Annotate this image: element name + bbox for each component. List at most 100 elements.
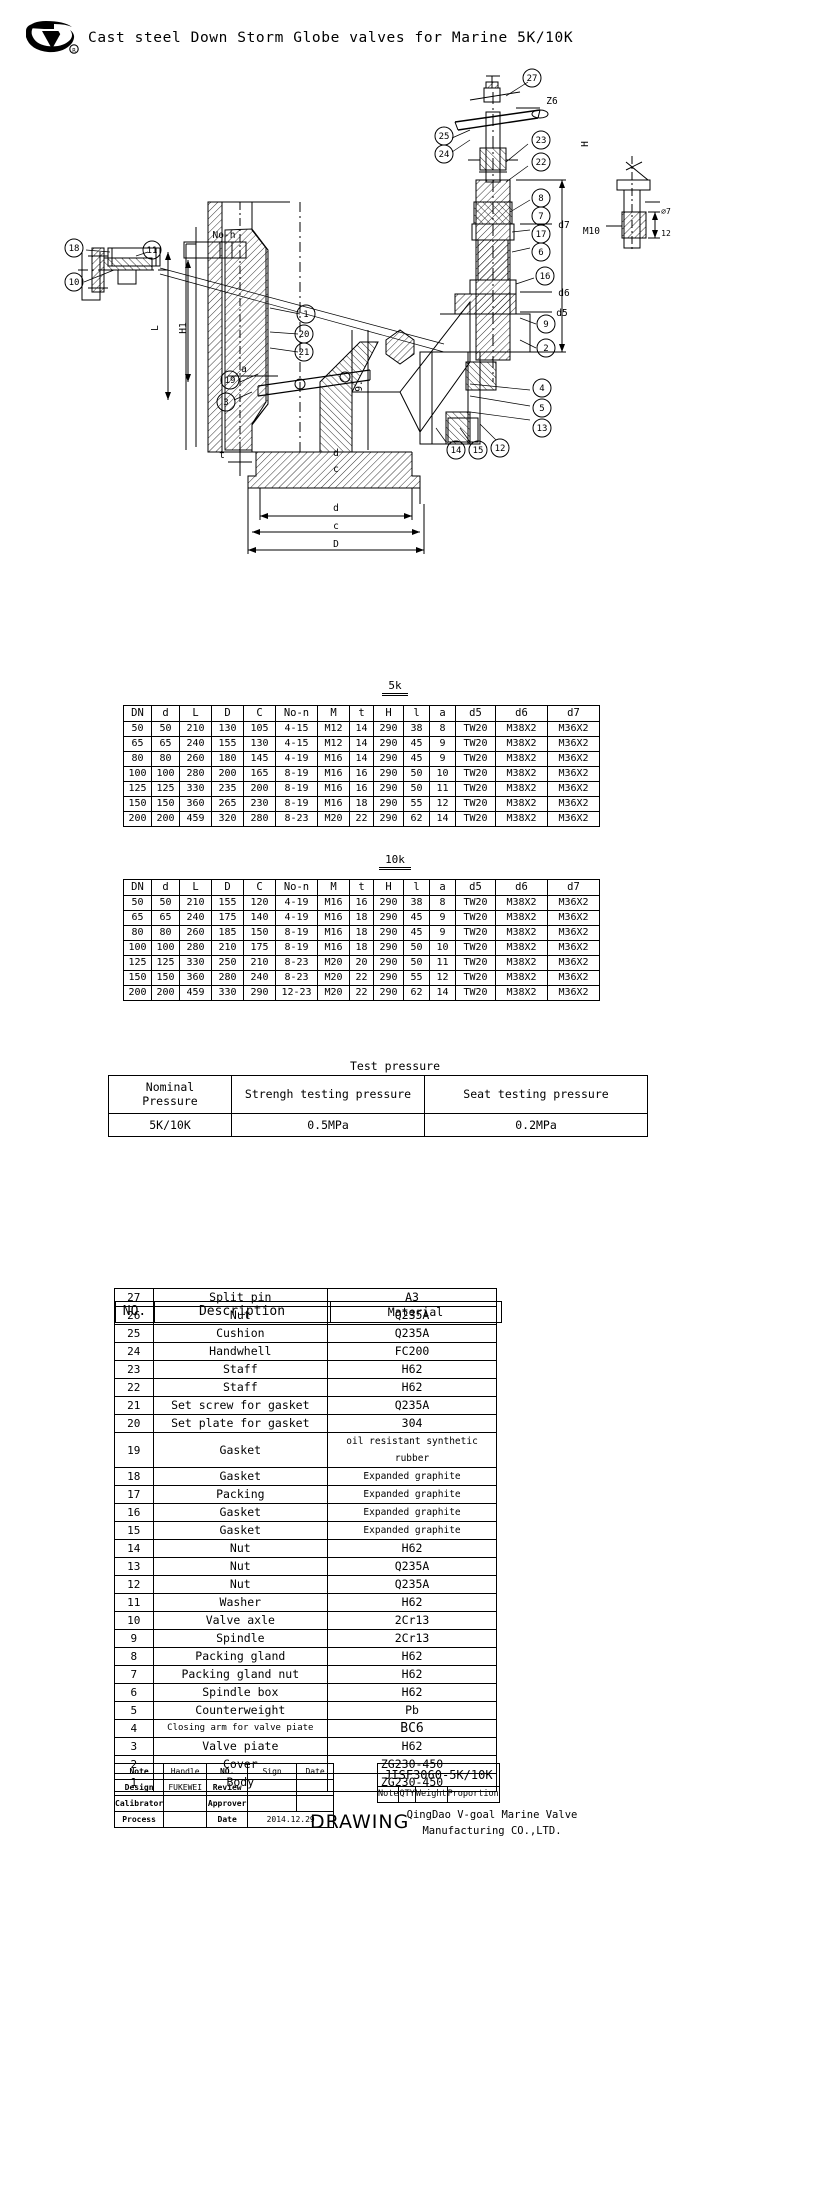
cell: M16 (317, 939, 350, 956)
cell: TW20 (455, 735, 496, 752)
spec-table-10k: DN d L D C No-n M t H l a d5 d6 d7 50 50 2… (123, 879, 600, 1001)
cell: 290 (373, 750, 404, 767)
col-DN: DN (123, 705, 152, 722)
part-material: H62 (327, 1360, 497, 1379)
part-number: 3 (114, 1737, 154, 1756)
title-block-row: Design FUKEWEI Review (113, 1779, 335, 1796)
part-number: 23 (114, 1360, 154, 1379)
cell: 280 (179, 939, 212, 956)
part-material: H62 (327, 1737, 497, 1756)
col-d: d (151, 705, 180, 722)
cell: M38X2 (495, 894, 548, 911)
cell: M36X2 (547, 780, 600, 797)
footer-no: NO. (114, 1300, 155, 1323)
part-material: FC200 (327, 1342, 497, 1361)
table-row: 12 Nut Q235A (114, 1575, 497, 1594)
balloon-25: 25 (439, 132, 450, 142)
part-material: H62 (327, 1665, 497, 1684)
cell: 80 (151, 750, 180, 767)
part-number: 19 (114, 1432, 154, 1468)
cell: M12 (317, 720, 350, 737)
table-row: 200 200 459 320 280 8-23 M20 22 290 62 14 TW20 M38X2… (123, 810, 600, 827)
tb-label-review: Review (206, 1779, 249, 1796)
table-row: 25 Cushion Q235A (114, 1324, 497, 1343)
dim-no-h: No-h (213, 230, 236, 241)
table-row: 10 Valve axle 2Cr13 (114, 1611, 497, 1630)
header-strength-testing-pressure: Strengh testing pressure (231, 1075, 425, 1114)
dim-phi7: ⌀7 (661, 207, 671, 216)
tbr-header-weight: Weight (414, 1786, 448, 1803)
cell: M38X2 (495, 810, 548, 827)
cell: M38X2 (495, 924, 548, 941)
cell: 14 (349, 720, 374, 737)
part-number: 21 (114, 1396, 154, 1415)
table-row: 100 100 280 200 165 8-19 M16 16 290 50 10 TW20 M38X2… (123, 765, 600, 782)
cell: 150 (151, 969, 180, 986)
tb-value-approver (247, 1795, 297, 1812)
dim-H1: H1 (178, 322, 189, 334)
balloon-8: 8 (538, 194, 543, 204)
cell: TW20 (455, 765, 496, 782)
table-row: 23 Staff H62 (114, 1360, 497, 1379)
part-number: 8 (114, 1647, 154, 1666)
table-10k-header-row: DN d L D C No-n M t H l a d5 d6 d7 (123, 879, 600, 896)
v-goal-logo: R (26, 21, 79, 54)
cell: 4-15 (275, 720, 318, 737)
cell: 290 (373, 765, 404, 782)
cell: M38X2 (495, 795, 548, 812)
cell: 8 (429, 894, 456, 911)
cell: M36X2 (547, 894, 600, 911)
cell: 18 (349, 795, 374, 812)
part-description: Counterweight (152, 1701, 329, 1720)
cell: 290 (373, 894, 404, 911)
table-row: 19 Gasket oil resistant synthetic rubber (114, 1432, 497, 1468)
cell: 185 (211, 924, 244, 941)
table-row: 3 Valve piate H62 (114, 1737, 497, 1756)
part-description: Staff (152, 1378, 329, 1397)
cell: 210 (211, 939, 244, 956)
balloon-14: 14 (451, 446, 462, 456)
cell: M38X2 (495, 765, 548, 782)
cell: TW20 (455, 810, 496, 827)
dim-9: 9. (354, 380, 365, 391)
table-row: 13 Nut Q235A (114, 1557, 497, 1576)
cell: M38X2 (495, 984, 548, 1001)
col-a: a (429, 705, 456, 722)
part-number: 15 (114, 1521, 154, 1540)
cell: 65 (123, 909, 152, 926)
part-material: Expanded graphite (327, 1467, 497, 1486)
cell: 150 (151, 795, 180, 812)
dim-d7: d7 (558, 220, 569, 231)
cell: TW20 (455, 750, 496, 767)
cell: 200 (151, 984, 180, 1001)
cell: 45 (403, 735, 430, 752)
balloon-5: 5 (539, 404, 544, 414)
part-description: Gasket (152, 1467, 329, 1486)
part-description: Set plate for gasket (152, 1414, 329, 1433)
table-row: 100 100 280 210 175 8-19 M16 18 290 50 10 TW20 M38X2… (123, 939, 600, 956)
table-row: 150 150 360 280 240 8-23 M20 22 290 55 12 TW20 M38X2… (123, 969, 600, 986)
footer-material: Material (329, 1300, 502, 1323)
cell: M36X2 (547, 924, 600, 941)
cell: 9 (429, 735, 456, 752)
part-description: Nut (152, 1539, 329, 1558)
tb-label-design: Design (113, 1779, 165, 1796)
col-M: M (317, 705, 350, 722)
col-d6: d6 (495, 879, 548, 896)
cell: 80 (151, 924, 180, 941)
part-material: Expanded graphite (327, 1521, 497, 1540)
cell: 330 (179, 780, 212, 797)
value-strength-testing-pressure: 0.5MPa (231, 1112, 425, 1138)
part-material: 2Cr13 (327, 1629, 497, 1648)
cell: 22 (349, 969, 374, 986)
col-L: L (179, 705, 212, 722)
col-C: C (243, 705, 276, 722)
cell: M36X2 (547, 969, 600, 986)
cell: 125 (151, 954, 180, 971)
cell: 200 (211, 765, 244, 782)
part-description: Gasket (152, 1432, 329, 1468)
cell: 8-19 (275, 780, 318, 797)
cell: 65 (151, 909, 180, 926)
cell: 50 (403, 780, 430, 797)
cell: 10 (429, 939, 456, 956)
